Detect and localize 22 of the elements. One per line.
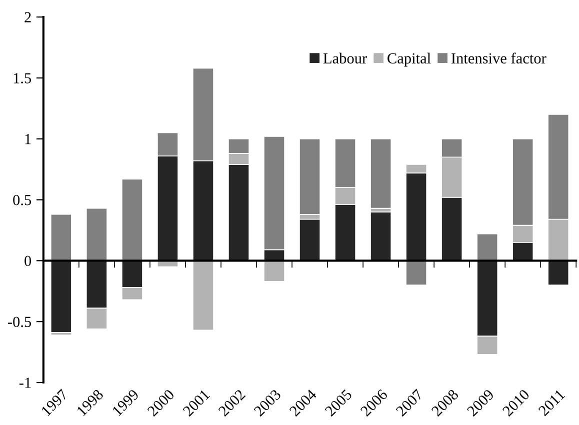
bar: [370, 212, 392, 262]
y-tick-label: 0: [24, 256, 32, 266]
y-tick-label: -0.5: [8, 316, 32, 328]
bar: [299, 218, 320, 262]
y-tick-label: 0.5: [13, 194, 32, 206]
bar: [548, 260, 570, 286]
y-tick-label: -1: [19, 378, 31, 388]
bar: [192, 260, 214, 331]
bar: [50, 260, 72, 333]
bar: [264, 260, 285, 282]
bar: [406, 260, 428, 286]
y-tick-label: 1: [25, 134, 31, 144]
bar: [476, 233, 498, 262]
y-tick-label: 2: [24, 12, 31, 22]
legend-label: Capital: [388, 52, 431, 67]
bar: [86, 208, 108, 262]
legend-label: Labour: [323, 52, 367, 64]
y-tick-label: 1.5: [14, 73, 32, 84]
bar: [121, 178, 143, 262]
bar: [50, 214, 72, 262]
bar: [370, 138, 392, 209]
legend-label: Intensive factor: [451, 52, 546, 64]
